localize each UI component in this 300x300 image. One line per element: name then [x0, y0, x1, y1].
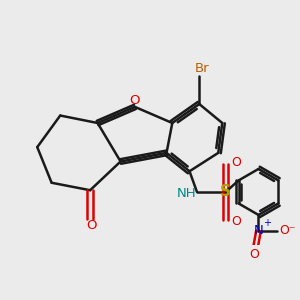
Text: O: O: [86, 219, 97, 232]
Text: NH: NH: [177, 187, 196, 200]
Text: N: N: [254, 224, 264, 237]
Text: O: O: [231, 215, 241, 228]
Text: O: O: [231, 156, 241, 169]
Text: S: S: [220, 184, 231, 200]
Text: O: O: [130, 94, 140, 106]
Text: O⁻: O⁻: [279, 224, 296, 237]
Text: O: O: [250, 248, 260, 261]
Text: Br: Br: [195, 62, 209, 76]
Text: +: +: [263, 218, 271, 228]
